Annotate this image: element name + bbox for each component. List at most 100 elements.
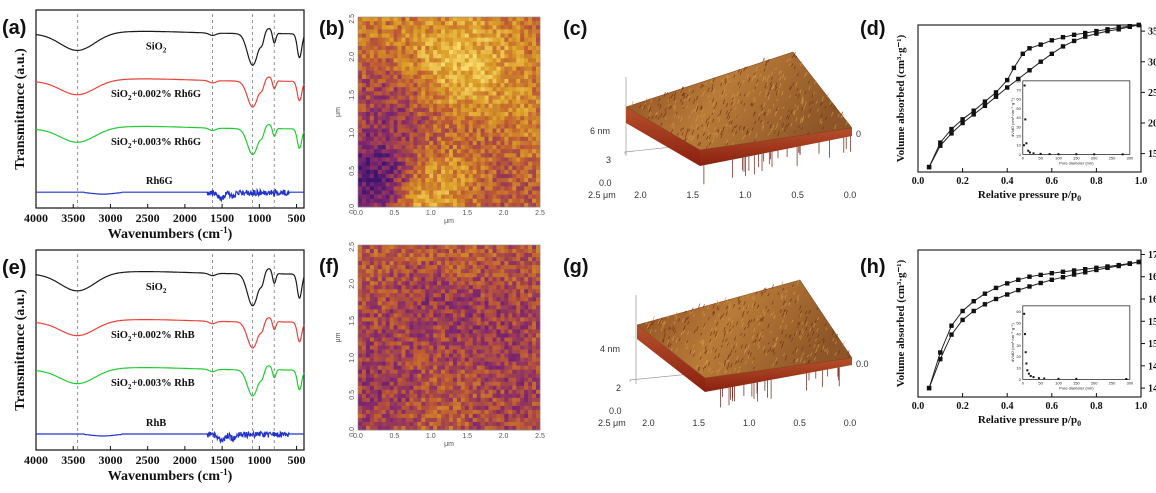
afm-pixel <box>492 145 497 150</box>
surface-texture <box>771 347 774 353</box>
afm-pixel <box>373 329 379 334</box>
afm-pixel <box>429 178 434 183</box>
afm-pixel <box>445 265 450 270</box>
afm-pixel <box>397 45 402 51</box>
afm-pixel <box>456 132 462 138</box>
surface-texture <box>795 82 798 88</box>
afm-pixel <box>385 385 390 391</box>
afm-pixel <box>472 389 477 395</box>
afm-pixel <box>460 145 466 150</box>
afm-pixel <box>520 281 525 286</box>
afm-pixel <box>460 341 466 346</box>
afm-pixel <box>413 128 418 133</box>
afm-pixel <box>480 186 485 191</box>
afm-pixel <box>377 120 383 125</box>
afm-pixel <box>512 165 517 171</box>
afm-pixel <box>516 333 521 338</box>
afm-pixel <box>365 149 371 154</box>
afm-pixel <box>512 397 517 403</box>
afm-pixel <box>504 124 509 129</box>
afm-pixel <box>401 70 406 76</box>
surface-texture <box>696 135 699 140</box>
afm-pixel <box>524 99 529 105</box>
surface-texture <box>784 302 787 307</box>
afm-pixel <box>425 50 430 55</box>
surface-texture <box>669 327 672 331</box>
afm-pixel <box>401 157 406 162</box>
surface-texture <box>692 344 696 348</box>
surface-texture <box>749 130 752 136</box>
afm-pixel <box>524 377 529 383</box>
afm-pixel <box>484 313 489 318</box>
afm-pixel <box>532 132 537 138</box>
surface-texture <box>724 81 728 85</box>
afm-pixel <box>361 33 367 38</box>
afm-pixel <box>496 257 501 262</box>
afm-pixel <box>389 401 394 407</box>
afm-pixel <box>524 313 529 318</box>
afm-pixel <box>512 112 517 117</box>
afm-pixel <box>441 128 446 133</box>
afm-pixel <box>433 305 438 310</box>
afm-pixel <box>516 178 521 183</box>
surface-texture <box>715 101 718 107</box>
afm-pixel <box>460 249 466 254</box>
afm-pixel <box>532 325 537 330</box>
afm-pixel <box>413 313 418 318</box>
afm-pixel <box>452 281 458 286</box>
spectrum-line <box>36 429 304 444</box>
afm-pixel <box>405 385 410 391</box>
afm-pixel <box>464 194 470 200</box>
afm-pixel <box>496 182 501 187</box>
afm-pixel <box>516 321 521 326</box>
afm-pixel <box>508 173 513 179</box>
surface-texture <box>713 132 716 138</box>
surface-texture <box>714 127 717 131</box>
afm-pixel <box>421 353 426 358</box>
afm-pixel <box>358 140 363 146</box>
afm-pixel <box>385 132 390 138</box>
afm-pixel <box>381 409 386 415</box>
afm-pixel <box>480 337 485 342</box>
afm-pixel <box>365 293 371 298</box>
afm-pixel <box>492 353 497 358</box>
afm-pixel <box>369 190 375 195</box>
afm-pixel <box>484 70 489 76</box>
afm-pixel <box>381 405 386 411</box>
surface-texture <box>824 323 827 327</box>
afm-pixel <box>456 161 462 166</box>
surface-texture <box>684 137 687 141</box>
afm-pixel <box>441 381 446 387</box>
afm-pixel <box>445 95 450 100</box>
afm-pixel <box>401 353 406 358</box>
afm-pixel <box>365 45 371 51</box>
afm-pixel <box>524 357 529 362</box>
afm-pixel <box>492 417 497 423</box>
x-tick-label: 500 <box>288 453 306 467</box>
afm-pixel <box>361 341 367 346</box>
afm-pixel <box>437 157 442 162</box>
afm-pixel <box>480 50 485 55</box>
surface-texture <box>780 293 783 299</box>
afm-pixel <box>441 365 446 370</box>
afm-pixel <box>488 136 493 142</box>
x-tick-label: 3000 <box>98 453 122 467</box>
afm-pixel <box>520 95 525 100</box>
afm-pixel <box>358 186 363 191</box>
afm-pixel <box>365 120 371 125</box>
surface-texture <box>820 347 824 353</box>
afm-pixel <box>433 401 438 407</box>
afm-pixel <box>389 116 394 121</box>
afm-pixel <box>385 112 390 117</box>
afm-pixel <box>441 194 446 200</box>
afm-pixel <box>536 425 541 431</box>
afm-pixel <box>449 33 454 38</box>
afm-pixel <box>385 357 390 362</box>
afm-pixel <box>532 405 537 411</box>
afm-pixel <box>445 83 450 88</box>
afm-pixel <box>496 153 501 158</box>
afm-pixel <box>377 397 383 403</box>
afm-pixel <box>413 83 418 88</box>
afm-pixel <box>504 21 509 26</box>
afm-pixel <box>381 186 386 191</box>
